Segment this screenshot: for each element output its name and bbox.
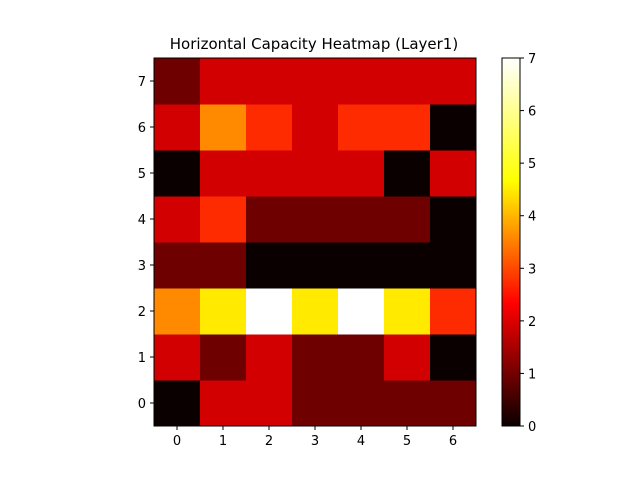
heatmap-cell: [338, 334, 385, 381]
heatmap-cell: [292, 242, 339, 289]
heatmap-cell: [200, 196, 247, 243]
colorbar-tick-label: 1: [528, 367, 536, 382]
colorbar-tick-label: 6: [528, 105, 536, 120]
heatmap-cell: [292, 104, 339, 151]
heatmap-cell: [200, 334, 247, 381]
x-tick-label: 1: [219, 434, 227, 449]
heatmap-cell: [292, 58, 339, 105]
heatmap-cell: [200, 288, 247, 335]
heatmap-cell: [430, 104, 477, 151]
heatmap-cell: [292, 288, 339, 335]
heatmap-cell: [338, 288, 385, 335]
heatmap-cell: [384, 58, 431, 105]
heatmap-cell: [384, 334, 431, 381]
heatmap-cell: [384, 380, 431, 427]
heatmap-cell: [154, 196, 201, 243]
heatmap-cell: [200, 242, 247, 289]
colorbar-tick-label: 3: [528, 262, 536, 277]
heatmap-cell: [338, 150, 385, 197]
heatmap-cell: [430, 334, 477, 381]
heatmap-cell: [384, 150, 431, 197]
colorbar-tick-label: 4: [528, 210, 536, 225]
y-tick-label: 1: [138, 351, 146, 366]
heatmap-cell: [384, 288, 431, 335]
y-axis: 0 1 2 3 4 5 6 7: [138, 75, 154, 412]
heatmap-cell: [246, 380, 293, 427]
heatmap-cell: [200, 380, 247, 427]
plot-frame: [153, 57, 477, 427]
heatmap-cell: [246, 150, 293, 197]
x-axis: 0 1 2 3 4 5 6: [173, 426, 457, 449]
heatmap-cell: [154, 242, 201, 289]
x-tick-label: 5: [403, 434, 411, 449]
colorbar-tick-label: 2: [528, 315, 536, 330]
heatmap-cell: [154, 150, 201, 197]
heatmap-cell: [154, 288, 201, 335]
colorbar-tick-label: 7: [528, 52, 536, 67]
heatmap-cell: [154, 380, 201, 427]
x-tick-label: 3: [311, 434, 319, 449]
x-tick-label: 4: [357, 434, 365, 449]
heatmap-cell: [246, 196, 293, 243]
heatmap-cell: [246, 242, 293, 289]
y-tick-label: 3: [138, 259, 146, 274]
heatmap-cell: [430, 196, 477, 243]
x-tick-label: 0: [173, 434, 181, 449]
colorbar-tick-label: 5: [528, 157, 536, 172]
heatmap-cell: [430, 380, 477, 427]
heatmap-cell: [338, 196, 385, 243]
heatmap-cell: [200, 150, 247, 197]
heatmap-cell: [292, 150, 339, 197]
heatmap-cell: [338, 242, 385, 289]
heatmap-cell: [154, 334, 201, 381]
heatmap-cell: [292, 380, 339, 427]
heatmap-cell: [200, 104, 247, 151]
heatmap-cell: [292, 334, 339, 381]
heatmap-cell: [154, 104, 201, 151]
heatmap-cell: [430, 288, 477, 335]
heatmap-cell: [246, 58, 293, 105]
heatmap-cell: [338, 104, 385, 151]
y-tick-label: 2: [138, 305, 146, 320]
y-tick-label: 4: [138, 213, 146, 228]
heatmap-cell: [292, 196, 339, 243]
y-tick-label: 6: [138, 121, 146, 136]
heatmap-cell: [384, 196, 431, 243]
heatmap-cells: [154, 58, 477, 427]
colorbar-tick-label: 0: [528, 420, 536, 435]
y-tick-label: 0: [138, 397, 146, 412]
chart-title: Horizontal Capacity Heatmap (Layer1): [170, 35, 458, 53]
heatmap-cell: [246, 334, 293, 381]
colorbar-axis: 0 1 2 3 4 5 6 7: [520, 52, 536, 435]
heatmap-cell: [430, 242, 477, 289]
colorbar: [501, 57, 521, 427]
heatmap-cell: [154, 58, 201, 105]
heatmap-cell: [338, 380, 385, 427]
heatmap-cell: [338, 58, 385, 105]
heatmap-cell: [246, 104, 293, 151]
heatmap-cell: [430, 58, 477, 105]
heatmap-cell: [200, 58, 247, 105]
heatmap-cell: [430, 150, 477, 197]
y-tick-label: 7: [138, 75, 146, 90]
x-tick-label: 6: [449, 434, 457, 449]
y-tick-label: 5: [138, 167, 146, 182]
heatmap-cell: [246, 288, 293, 335]
x-tick-label: 2: [265, 434, 273, 449]
heatmap-cell: [384, 242, 431, 289]
heatmap-cell: [384, 104, 431, 151]
